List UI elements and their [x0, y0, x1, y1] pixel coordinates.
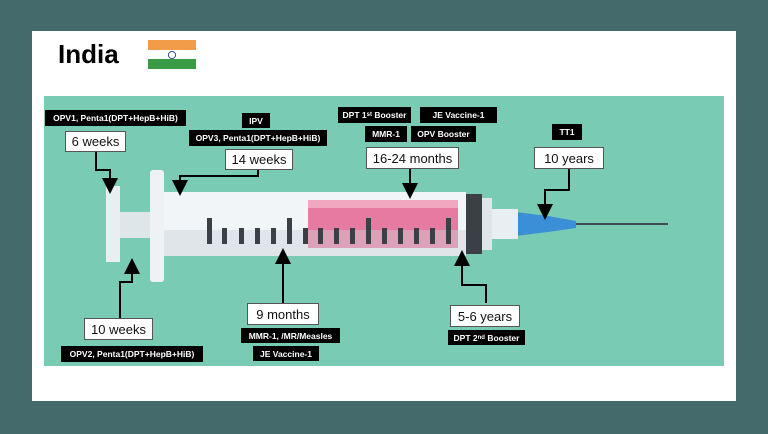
- connector-10-years: [537, 169, 570, 220]
- connector-6-weeks: [95, 151, 118, 194]
- connector-10-weeks: [119, 258, 140, 318]
- vaccine-label: TT1: [552, 124, 582, 140]
- age-box-10-weeks: 10 weeks: [84, 318, 153, 340]
- barrel-fill-top: [308, 200, 458, 208]
- vaccine-label: MMR-1, /MR/Measles: [241, 328, 340, 343]
- vaccine-label: OPV Booster: [411, 126, 476, 142]
- age-box-16-24-months: 16-24 months: [366, 147, 459, 169]
- connector-14-weeks: [172, 170, 259, 196]
- barrel-flange: [150, 170, 164, 282]
- age-box-9-months: 9 months: [247, 303, 319, 325]
- age-box-14-weeks: 14 weeks: [225, 149, 293, 170]
- vaccine-label: JE Vaccine-1: [420, 107, 497, 123]
- barrel-ticks: [207, 218, 451, 244]
- vaccine-label: MMR-1: [365, 126, 407, 142]
- barrel-tip: [482, 198, 492, 250]
- age-box-10-years: 10 years: [534, 147, 604, 169]
- vaccine-label: JE Vaccine-1: [253, 346, 319, 361]
- page-title: India: [58, 39, 119, 69]
- age-box-6-weeks: 6 weeks: [65, 131, 126, 152]
- plunger-flange: [106, 186, 120, 262]
- india-flag-icon: [148, 40, 196, 69]
- needle-hub-cap: [490, 209, 518, 239]
- connector-5-6-years: [454, 250, 487, 303]
- age-box-5-6-years: 5-6 years: [450, 305, 520, 327]
- plunger-seal: [466, 194, 482, 254]
- vaccine-label: OPV3, Penta1(DPT+HepB+HiB): [189, 130, 327, 146]
- vaccine-label: OPV1, Penta1(DPT+HepB+HiB): [45, 110, 186, 126]
- needle-hub: [515, 212, 576, 236]
- vaccine-label: IPV: [242, 113, 270, 128]
- vaccine-label: OPV2, Penta1(DPT+HepB+HiB): [61, 346, 203, 362]
